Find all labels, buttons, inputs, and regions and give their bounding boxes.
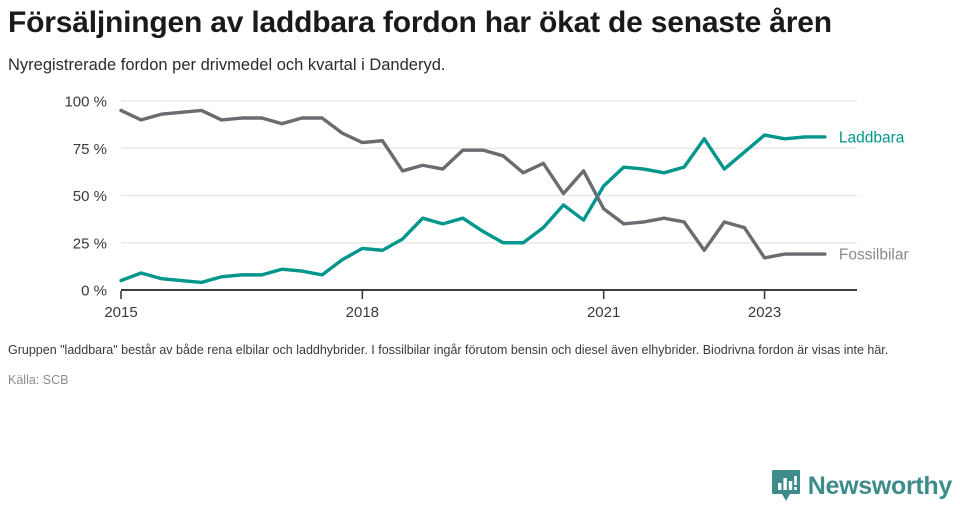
- y-axis-label-75: 75 %: [73, 140, 107, 157]
- x-axis-label-2018: 2018: [346, 304, 379, 321]
- brand-name: Newsworthy: [807, 471, 953, 500]
- x-axis-label-2015: 2015: [104, 304, 137, 321]
- y-axis-label-50: 50 %: [73, 188, 107, 205]
- y-axis-label-25: 25 %: [73, 235, 107, 252]
- series-line-laddbara[interactable]: [119, 132, 827, 284]
- chart-footnote: Gruppen "laddbara" består av både rena e…: [8, 342, 889, 357]
- chart-source: Källa: SCB: [8, 372, 69, 387]
- series-line-fossilbilar[interactable]: [119, 108, 827, 260]
- chart-area: 0 % 25 % 50 % 75 % 100 % 2015 2018 2021 2023 Ladd…: [8, 87, 952, 332]
- x-axis-label-2023: 2023: [748, 304, 781, 321]
- y-axis-label-100: 100 %: [64, 93, 107, 110]
- y-axis-label-0: 0 %: [81, 282, 107, 299]
- newsworthy-logo: Newsworthy: [771, 469, 952, 503]
- page-title: Försäljningen av laddbara fordon har öka…: [8, 6, 832, 39]
- x-axis-label-2021: 2021: [587, 304, 620, 321]
- series-label-laddbara: Laddbara: [839, 129, 905, 146]
- chart-subtitle: Nyregistrerade fordon per drivmedel och …: [8, 55, 446, 74]
- bar-chart-pin-icon: [771, 470, 800, 501]
- series-label-fossilbilar: Fossilbilar: [839, 246, 909, 263]
- chart-page: Försäljningen av laddbara fordon har öka…: [0, 6, 960, 511]
- line-chart: 0 % 25 % 50 % 75 % 100 % 2015 2018 2021 2023 Ladd…: [64, 93, 909, 321]
